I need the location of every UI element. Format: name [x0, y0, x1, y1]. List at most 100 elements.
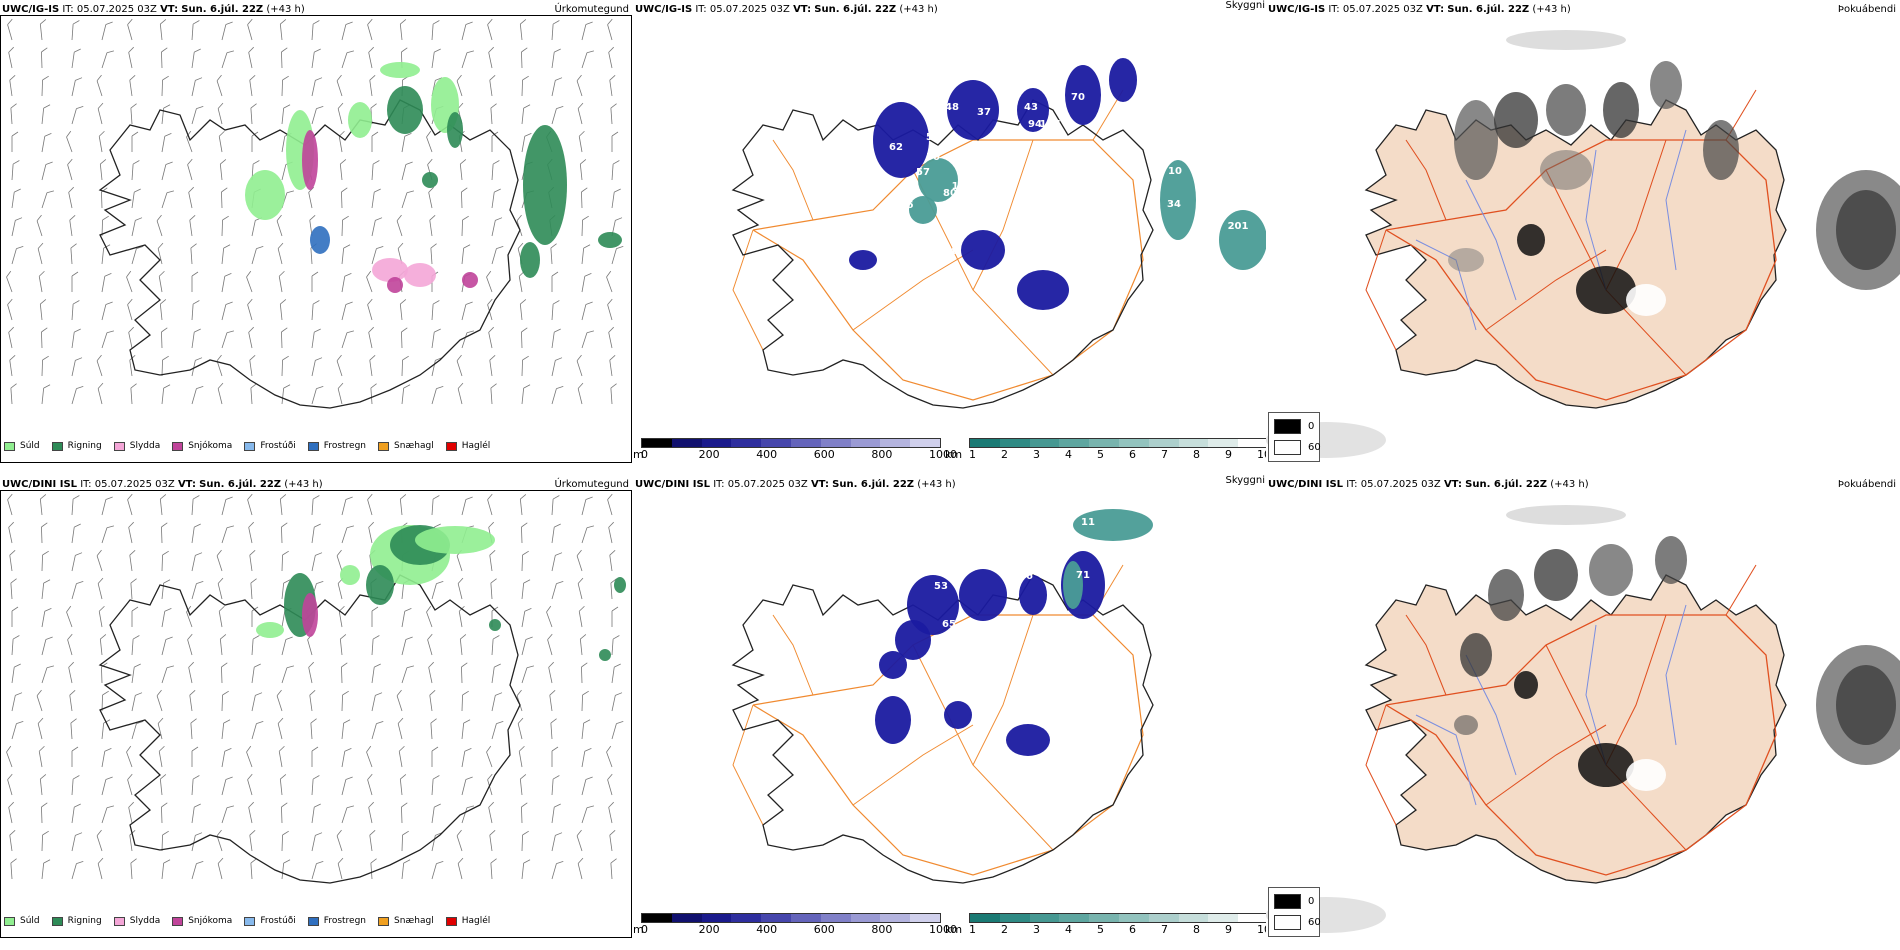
- wind-barb: [161, 384, 171, 405]
- wind-barb: [247, 493, 253, 516]
- wind-barb: [71, 20, 80, 41]
- wind-barb: [490, 383, 497, 405]
- wind-barb: [67, 633, 73, 656]
- fog-area: [1454, 100, 1498, 180]
- wind-barb: [9, 550, 16, 572]
- wind-barb: [191, 48, 201, 69]
- wind-barb: [127, 18, 133, 41]
- precip-area: [245, 170, 285, 220]
- wind-barb: [367, 493, 373, 516]
- wind-barb: [221, 50, 234, 69]
- wind-barb: [131, 635, 140, 656]
- wind-barb: [71, 861, 84, 880]
- wind-barb: [10, 578, 17, 600]
- wind-barb: [11, 635, 20, 656]
- colorbar-strip: [969, 438, 1266, 448]
- lead-time: (+43 h): [1532, 4, 1571, 15]
- colorbar-tick: 9: [1225, 448, 1232, 461]
- colorbar-tick: 600: [813, 923, 835, 936]
- wind-barb: [161, 607, 172, 628]
- wind-barb: [551, 77, 563, 97]
- wind-barb: [96, 829, 103, 852]
- fog-area: [1540, 150, 1592, 190]
- wind-barb: [581, 50, 594, 69]
- wind-barb: [128, 801, 134, 824]
- wind-barb: [490, 103, 497, 125]
- cloud-base-label: 71: [1076, 570, 1090, 581]
- wind-barb: [101, 805, 114, 824]
- wind-barb: [191, 300, 200, 321]
- precip-area: [462, 272, 478, 288]
- wind-barb: [606, 745, 613, 768]
- wind-barb: [551, 106, 564, 125]
- wind-barb: [431, 48, 441, 69]
- wind-barb: [371, 217, 383, 237]
- wind-barb: [336, 354, 343, 377]
- cloud-base-label: 109: [952, 181, 973, 192]
- wind-barb: [610, 858, 617, 880]
- wind-barb: [191, 581, 204, 600]
- wind-barb: [251, 606, 259, 627]
- wind-barb: [130, 103, 137, 125]
- it-value: 05.07.2025 03Z: [727, 479, 808, 490]
- legend-label: Haglél: [461, 441, 491, 451]
- fog-areas: [1448, 61, 1739, 316]
- wind-barb: [459, 634, 467, 656]
- wind-barb: [311, 300, 320, 321]
- precip-area: [366, 565, 394, 605]
- wind-barb: [191, 77, 203, 97]
- wind-barb: [97, 857, 104, 880]
- wind-barb: [69, 690, 76, 712]
- panel-header: UWC/DINI ISL IT: 05.07.2025 03Z VT: Sun.…: [635, 479, 956, 490]
- colorbar-bin: [850, 914, 881, 922]
- wind-barb: [491, 188, 501, 209]
- road: [1405, 139, 1447, 221]
- wind-barb: [190, 718, 197, 740]
- wind-barb: [131, 188, 141, 209]
- wind-barb: [341, 776, 353, 796]
- precip-area: [348, 102, 372, 138]
- fog-area: [1460, 633, 1492, 677]
- panel-title: Þokuábendi: [1837, 4, 1896, 15]
- wind-barb: [36, 214, 43, 237]
- wind-barb: [341, 747, 352, 768]
- wind-barbs: [6, 493, 624, 880]
- cloud-base-label: 48: [1029, 551, 1043, 562]
- wind-barb: [191, 861, 204, 880]
- legend-swatch: [445, 916, 457, 926]
- road: [1365, 704, 1397, 826]
- it-label: IT:: [62, 4, 74, 15]
- wind-barb: [311, 775, 320, 796]
- colorbar-bin: [1208, 914, 1239, 922]
- wind-barb: [101, 215, 109, 237]
- wind-barb: [8, 326, 14, 349]
- fog-area: [1448, 248, 1484, 272]
- road: [972, 614, 1034, 766]
- wind-barb: [126, 270, 133, 293]
- wind-barb: [461, 747, 472, 768]
- cloud-base-label: 37: [977, 107, 991, 118]
- wind-barb: [429, 215, 436, 237]
- wind-barb: [461, 50, 474, 69]
- wind-barb: [611, 692, 623, 712]
- legend-label: Frostregn: [323, 441, 367, 451]
- cloud-base-label: 39: [1011, 263, 1025, 274]
- cloud-base-label: 11: [1081, 517, 1095, 528]
- it-value: 05.07.2025 03Z: [76, 4, 157, 15]
- wind-barb: [551, 300, 560, 321]
- wind-barb: [39, 494, 47, 516]
- wind-barb: [276, 214, 283, 237]
- wind-barb: [41, 579, 51, 600]
- wind-barb: [490, 578, 497, 600]
- wind-barb: [39, 19, 47, 41]
- ring-road: [1385, 139, 1777, 401]
- wind-barb: [161, 161, 173, 181]
- wind-barb: [370, 383, 377, 405]
- cloud-area: [959, 569, 1007, 621]
- colorbar-bin: [880, 439, 911, 447]
- legend-item: Snjókoma: [172, 916, 232, 926]
- wind-barb: [190, 243, 197, 265]
- fog-legend-item: 0: [1274, 419, 1314, 434]
- cloud-base-label: 88: [880, 243, 894, 254]
